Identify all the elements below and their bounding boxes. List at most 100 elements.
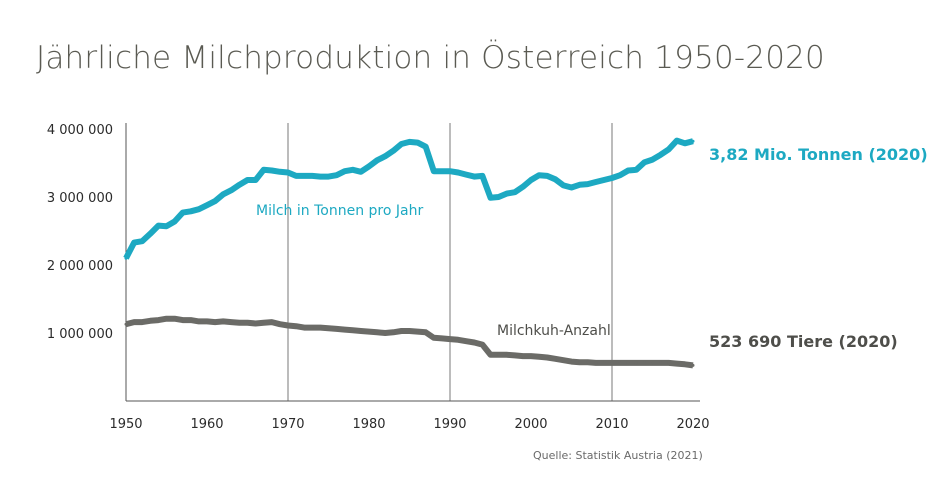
data-point-cows	[651, 361, 654, 365]
data-point-cows	[626, 361, 630, 365]
data-point-milk	[286, 171, 290, 174]
data-point-cows	[659, 361, 663, 365]
x-tick-label: 1990	[433, 417, 466, 432]
data-point-milk	[391, 149, 395, 153]
data-point-milk	[626, 169, 630, 172]
data-point-milk	[497, 195, 501, 199]
data-point-cows	[148, 319, 152, 323]
data-point-milk	[691, 139, 695, 143]
data-point-cows	[472, 341, 476, 344]
data-point-cows	[367, 330, 371, 334]
data-point-cows	[343, 328, 347, 332]
x-tick-label: 1970	[271, 417, 304, 432]
cow-end-label: 523 690 Tiere (2020)	[709, 332, 898, 351]
series-line-milk	[123, 137, 694, 260]
data-point-milk	[634, 168, 638, 172]
data-point-milk	[375, 158, 379, 162]
milk-end-label: 3,82 Mio. Tonnen (2020)	[709, 145, 928, 164]
data-point-cows	[310, 326, 314, 330]
data-point-milk	[327, 175, 330, 179]
data-point-milk	[610, 176, 614, 180]
data-point-cows	[545, 356, 549, 359]
data-point-milk	[602, 178, 606, 182]
x-axis-ticks: 1950 1960 1970 1980 1990 2000 2010 2020	[109, 417, 709, 432]
data-point-milk	[278, 170, 282, 174]
data-point-milk	[586, 182, 590, 186]
y-tick-label: 2 000 000	[47, 259, 113, 274]
data-point-milk	[318, 175, 322, 179]
data-point-milk	[165, 224, 168, 228]
data-point-cows	[448, 337, 452, 341]
data-point-cows	[667, 361, 671, 365]
data-point-cows	[156, 318, 160, 322]
chart-title: Jährliche Milchproduktion in Österreich …	[36, 40, 825, 76]
data-point-cows	[391, 330, 395, 334]
series-points-milk	[124, 139, 695, 260]
data-point-cows	[456, 338, 460, 342]
data-point-cows	[408, 329, 411, 333]
x-tick-label: 1950	[109, 417, 142, 432]
data-point-milk	[513, 190, 517, 194]
data-point-milk	[675, 139, 679, 143]
data-point-cows	[561, 358, 565, 362]
data-point-milk	[521, 185, 525, 189]
series-layer	[123, 137, 695, 369]
data-point-cows	[254, 322, 258, 325]
data-point-milk	[302, 174, 306, 178]
data-point-cows	[424, 330, 428, 334]
data-point-cows	[513, 353, 517, 357]
y-tick-label: 3 000 000	[47, 191, 113, 206]
x-tick-label: 1980	[352, 417, 385, 432]
data-point-milk	[229, 188, 233, 192]
data-point-cows	[416, 330, 420, 334]
data-point-cows	[440, 336, 444, 340]
data-point-cows	[294, 324, 298, 328]
data-point-milk	[432, 169, 436, 173]
x-tick-label: 2020	[676, 417, 709, 432]
data-point-cows	[246, 321, 249, 325]
data-point-milk	[594, 180, 598, 184]
data-point-cows	[464, 339, 468, 343]
x-tick-label: 2010	[595, 417, 628, 432]
data-point-milk	[173, 220, 177, 223]
data-point-cows	[327, 326, 330, 330]
data-point-cows	[124, 322, 128, 326]
data-point-cows	[140, 320, 144, 324]
data-point-cows	[359, 329, 363, 333]
data-point-milk	[480, 174, 484, 178]
data-point-cows	[351, 328, 355, 332]
data-point-milk	[416, 141, 420, 145]
data-point-milk	[561, 183, 565, 187]
data-point-milk	[570, 186, 573, 189]
data-point-milk	[408, 140, 411, 144]
data-point-cows	[262, 321, 266, 325]
data-point-milk	[213, 199, 217, 203]
data-point-milk	[545, 174, 549, 178]
data-point-cows	[634, 361, 638, 365]
data-point-cows	[505, 353, 509, 357]
data-point-cows	[618, 361, 622, 365]
data-point-milk	[181, 211, 185, 215]
data-point-milk	[310, 174, 314, 178]
data-point-milk	[659, 153, 663, 157]
data-point-cows	[683, 362, 687, 366]
x-tick-label: 2000	[514, 417, 547, 432]
data-point-milk	[262, 168, 266, 172]
data-point-milk	[140, 239, 144, 243]
data-point-cows	[197, 319, 201, 323]
data-point-cows	[578, 360, 582, 364]
data-point-milk	[618, 173, 622, 177]
data-point-cows	[432, 336, 436, 340]
y-tick-label: 1 000 000	[47, 327, 113, 342]
data-point-cows	[553, 357, 557, 361]
data-point-milk	[156, 224, 160, 228]
data-point-cows	[602, 361, 606, 365]
data-point-milk	[489, 196, 492, 200]
data-point-milk	[367, 164, 371, 168]
data-point-milk	[578, 183, 582, 187]
data-point-cows	[480, 343, 484, 347]
data-point-milk	[537, 173, 541, 177]
data-point-milk	[189, 209, 193, 213]
data-point-cows	[189, 318, 193, 322]
